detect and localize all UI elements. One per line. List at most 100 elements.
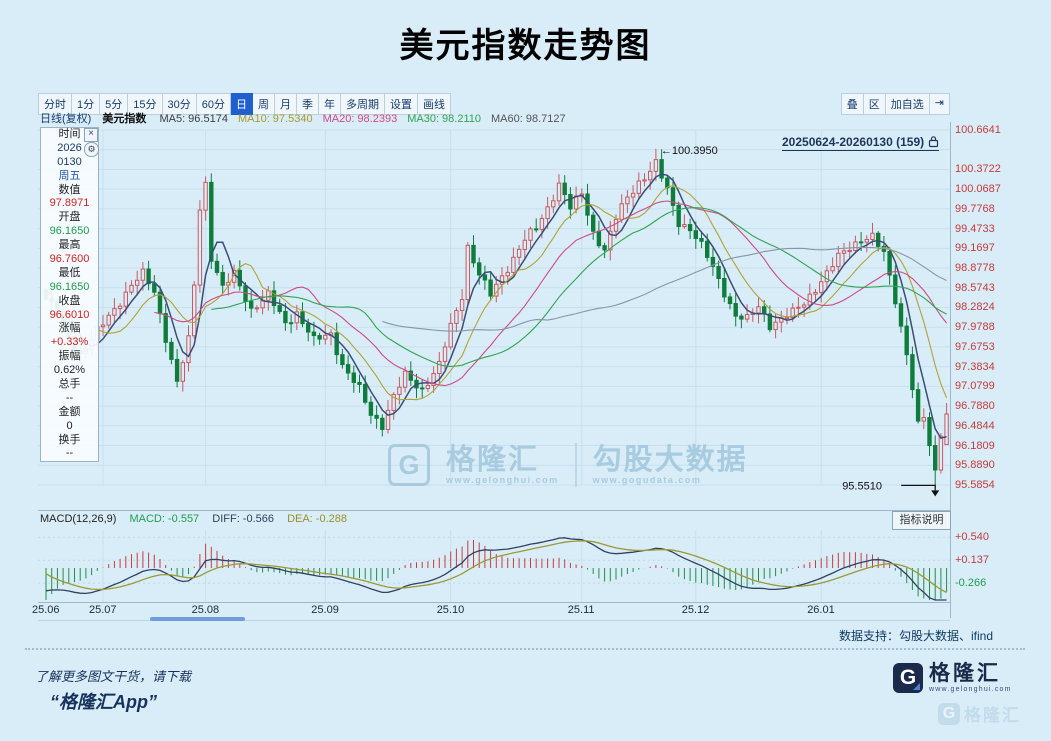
period-tab-30分[interactable]: 30分 [162,93,197,115]
price-axis-label: 100.6641 [955,124,1001,136]
panel-divider-bottom [38,602,950,603]
gear-icon[interactable]: ⚙ [84,142,99,157]
toolbar-button-加自选[interactable]: 加自选 [885,93,930,115]
data-panel-row: 最高 [58,239,81,252]
toolbar-button-区[interactable]: 区 [863,93,886,115]
macd-axis-label: -0.266 [955,577,987,590]
lock-icon [929,136,939,148]
watermark-gelonghui-name: 格隆汇 [446,444,540,477]
ma-item-60: MA60: 98.7127 [491,113,566,125]
data-panel-row: 96.1650 [49,280,90,293]
data-panel-row: +0.33% [50,336,89,349]
period-tab-1分[interactable]: 1分 [72,93,101,115]
data-panel-row: 0.62% [53,364,86,377]
price-axis-label: 98.5743 [955,281,995,294]
period-tab-画线[interactable]: 画线 [418,93,451,115]
period-tab-5分[interactable]: 5分 [100,93,129,115]
period-tab-多周期[interactable]: 多周期 [341,93,385,115]
data-panel-row: 0130 [57,155,82,168]
data-panel-row: 开盘 [58,211,81,224]
period-tab-分时[interactable]: 分时 [38,93,72,115]
data-panel-row: 换手 [58,433,81,446]
time-axis-label: 25.08 [191,604,220,616]
time-axis-label: 26.01 [807,604,835,616]
close-icon[interactable]: × [84,128,98,142]
annotations: ←100.3950 95.5510 [661,145,940,497]
toolbar-right-buttons: 叠区加自选 ⇥ [840,93,950,115]
time-axis-label: 25.11 [567,604,595,616]
watermark-gelonghui-url: www.gelonghui.com [446,474,559,485]
data-panel-row: -- [65,447,74,460]
indicator-help-button[interactable]: 指标说明 [892,511,951,530]
high-annotation: ←100.3950 [661,145,718,157]
period-tab-设置[interactable]: 设置 [385,93,418,115]
price-axis-label: 95.5854 [955,478,995,491]
gelonghui-logo-faded-text: 格隆汇 [964,706,1021,725]
price-axis-label: 97.0799 [955,380,995,393]
data-support-note: 数据支持：勾股大数据、ifind [838,629,993,643]
macd-axis-label: +0.137 [955,554,989,567]
dea-value: DEA: -0.288 [287,513,347,525]
period-tab-季[interactable]: 季 [297,93,319,115]
data-panel-row: 96.1650 [49,225,90,238]
period-tab-周[interactable]: 周 [253,93,275,115]
price-axis-label: 99.4733 [955,222,995,235]
low-annotation: 95.5510 [842,480,882,492]
time-axis: 25.06 25.07 25.08 25.09 25.10 25.11 25.12 26.01 [0,604,1051,618]
page-title: 美元指数走势图 [399,27,652,65]
macd-header: MACD(12,26,9) MACD: -0.557 DIFF: -0.566 … [40,513,347,525]
data-panel-row: 97.8971 [49,197,90,210]
watermark-gogudata-name: 勾股大数据 [592,444,748,477]
period-tab-15分[interactable]: 15分 [128,93,163,115]
toolbar-button-⇥[interactable]: ⇥ [929,93,950,115]
data-panel-rows: 时间 2026 0130 周五 数值 97.8971 开盘 96.1650 最高 96.7600 最… [41,128,98,461]
price-axis-label: 96.1809 [955,439,995,452]
ma-item-30: MA30: 98.2110 [407,113,481,125]
candlestick-chart[interactable]: ←100.3950 95.5510 [38,122,950,510]
macd-chart[interactable] [38,530,950,602]
toolbar: 分时 1分 5分 15分 30分 60分日周月季年多周期 设置 画线 叠区加自选 ⇥ [38,93,1013,115]
watermark-gogudata-url: www.gogudata.com [592,474,702,485]
price-axis-label: 97.9788 [955,321,995,334]
price-axis-label: 98.8778 [955,262,995,275]
scrollbar-thumb[interactable] [150,617,245,621]
period-tab-60分[interactable]: 60分 [196,93,231,115]
data-panel-row: 2026 [57,141,82,154]
gelonghui-logo-icon: G [388,444,430,486]
period-tab-日[interactable]: 日 [231,93,253,115]
ma5-line [68,173,947,439]
price-axis-label: 96.4844 [955,419,995,432]
low-annotation-arrow [901,484,936,491]
price-axis-label: 100.0687 [955,183,1001,196]
data-panel-row: 金额 [58,405,81,418]
ma60-line [382,246,947,332]
data-panel-row: 振幅 [58,350,81,363]
candlesticks [43,148,949,488]
data-panel-row: 时间 [58,128,81,140]
time-axis-label: 25.10 [436,604,465,616]
data-panel-row: 总手 [58,378,81,391]
period-tab-年[interactable]: 年 [319,93,341,115]
macd-value: MACD: -0.557 [129,513,200,525]
price-axis-label: 99.7768 [955,202,995,215]
ma30-line [211,207,947,367]
gelonghui-logo-faded-icon: G [938,702,960,725]
gelonghui-logo-faded: G 格隆汇 [938,701,1021,726]
ma-lines [68,173,948,439]
price-axis-label: 98.2824 [955,301,995,314]
toolbar-button-叠[interactable]: 叠 [840,93,864,115]
panel-divider-top [38,510,950,511]
ma20-line [154,200,948,387]
scrollbar-track [38,620,950,621]
period-tab-月[interactable]: 月 [275,93,297,115]
date-range-text: 20250624-20260130 (159) [782,135,925,149]
price-axis-label: 95.8890 [955,459,995,472]
chart-info-bar: 日线(复权) 美元指数 MA5: 96.5174 MA10: 97.5340 MA2… [40,110,566,126]
period-tabs: 分时 1分 5分 15分 30分 60分日周月季年多周期 设置 画线 [38,93,451,115]
data-panel-row: 96.6010 [49,308,90,321]
gelonghui-logo: G 格隆汇 www.gelonghui.com [893,663,1012,693]
symbol-label: 美元指数 [102,113,147,125]
ma-item-10: MA10: 97.5340 [237,113,313,125]
date-range-label[interactable]: 20250624-20260130 (159) [782,135,940,151]
data-panel-row: 0 [66,419,73,432]
